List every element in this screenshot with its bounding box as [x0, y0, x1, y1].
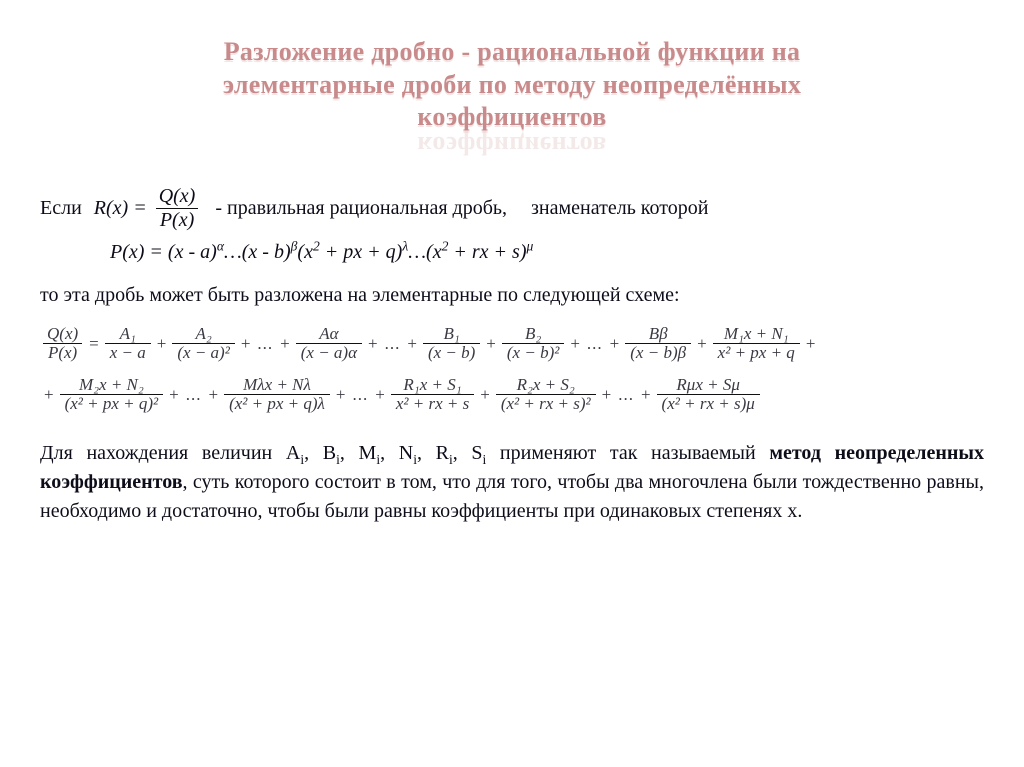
rx-fraction: Q(x) P(x)	[155, 186, 200, 231]
term-8: M₂x + N₂(x² + px + q)²	[60, 376, 164, 413]
term-3: Aα(x − a)α	[296, 325, 362, 362]
term-5: B₂(x − b)²	[502, 325, 564, 362]
term-6: Bβ(x − b)β	[625, 325, 691, 362]
title-line-3: коэффициентов	[40, 101, 984, 134]
final-paragraph: Для нахождения величин Ai, Bi, Mi, Ni, R…	[40, 439, 984, 526]
formula-line-1: Q(x) P(x) = A₁x − a + A₂(x − a)² +...+ A…	[40, 325, 984, 362]
title-line-1: Разложение дробно - рациональной функции…	[40, 36, 984, 69]
if-word: Если	[40, 194, 82, 223]
denominator-factorization: P(x) = (x - a)α…(x - b)β(x2 + px + q)λ…(…	[110, 241, 984, 264]
paragraph-scheme: то эта дробь может быть разложена на эле…	[40, 284, 984, 307]
term-7: M₁x + N₁x² + px + q	[713, 325, 800, 362]
lhs-den: P(x)	[43, 343, 82, 362]
term-9: Mλx + Nλ(x² + px + q)λ	[224, 376, 330, 413]
term-1: A₁x − a	[105, 325, 151, 362]
term-4: B₁(x − b)	[423, 325, 480, 362]
intro-dash: - правильная рациональная дробь,	[215, 194, 507, 223]
rx-label: R(x) =	[94, 194, 147, 223]
final-post: , суть которого состоит в том, что для т…	[40, 471, 984, 522]
partial-fraction-formula: Q(x) P(x) = A₁x − a + A₂(x − a)² +...+ A…	[40, 325, 984, 414]
intro-row: Если R(x) = Q(x) P(x) - правильная рацио…	[40, 186, 984, 231]
formula-line-2: + M₂x + N₂(x² + px + q)² +...+ Mλx + Nλ(…	[40, 376, 984, 413]
title-line-2: элементарные дроби по методу неопределён…	[40, 69, 984, 102]
term-2: A₂(x − a)²	[172, 325, 234, 362]
lhs-frac: Q(x) P(x)	[42, 325, 83, 362]
slide-title: Разложение дробно - рациональной функции…	[40, 36, 984, 160]
term-12: Rμx + Sμ(x² + rx + s)μ	[657, 376, 760, 413]
final-pre: Для нахождения величин A	[40, 442, 300, 464]
term-11: R₂x + S₂(x² + rx + s)²	[496, 376, 596, 413]
intro-tail: знаменатель которой	[531, 194, 708, 223]
rx-frac-den: P(x)	[156, 208, 198, 231]
lhs-num: Q(x)	[42, 325, 83, 343]
title-reflection: коэффициентов	[40, 130, 984, 160]
equals-sign: =	[89, 325, 99, 362]
rx-frac-num: Q(x)	[155, 186, 200, 208]
term-10: R₁x + S₁x² + rx + s	[391, 376, 474, 413]
